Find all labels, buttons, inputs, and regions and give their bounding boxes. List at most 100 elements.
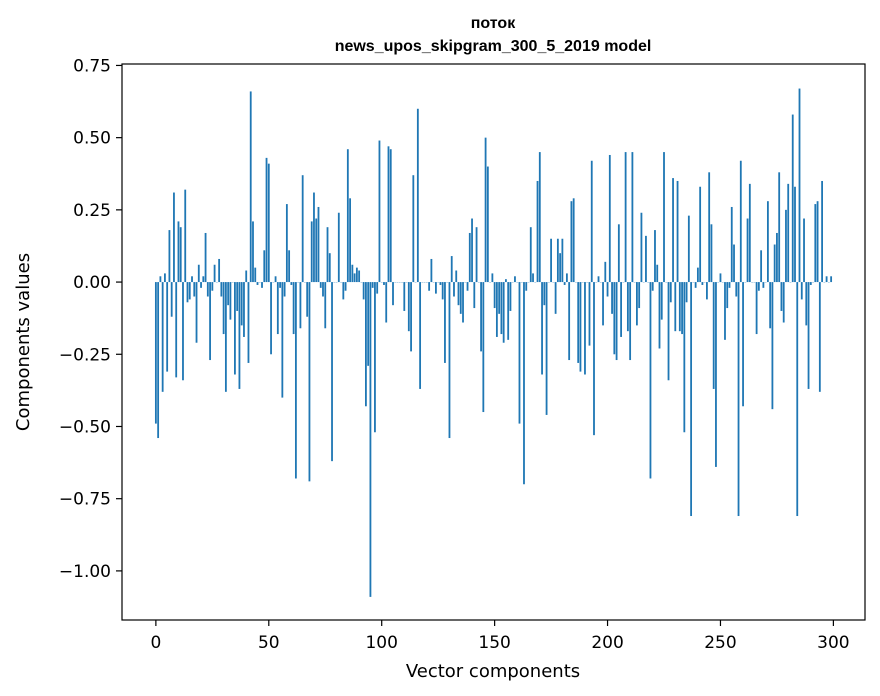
bar-221 bbox=[654, 230, 656, 283]
bar-193 bbox=[590, 160, 593, 283]
bar-102 bbox=[385, 282, 388, 323]
bar-133 bbox=[455, 270, 458, 283]
bar-272 bbox=[769, 282, 772, 329]
bar-43 bbox=[252, 221, 254, 283]
bar-236 bbox=[687, 215, 690, 283]
bar-180 bbox=[561, 238, 564, 283]
bar-9 bbox=[175, 282, 178, 378]
x-tick-label: 200 bbox=[591, 633, 623, 653]
bar-5 bbox=[166, 282, 169, 372]
bar-122 bbox=[430, 258, 433, 283]
bar-222 bbox=[656, 264, 659, 283]
bar-181 bbox=[563, 282, 566, 285]
bar-237 bbox=[690, 282, 693, 517]
bar-156 bbox=[507, 282, 510, 340]
bar-40 bbox=[245, 270, 248, 283]
y-tick-label: −1.00 bbox=[59, 562, 111, 582]
bar-152 bbox=[498, 282, 501, 314]
bar-11 bbox=[179, 227, 182, 283]
bar-18 bbox=[195, 282, 198, 343]
bar-206 bbox=[620, 282, 622, 337]
y-tick-label: 0.25 bbox=[73, 201, 111, 221]
x-tick-label: 100 bbox=[365, 633, 397, 653]
bar-267 bbox=[757, 282, 760, 291]
bar-190 bbox=[584, 282, 586, 375]
bar-114 bbox=[412, 175, 415, 283]
bar-230 bbox=[674, 282, 677, 332]
bar-157 bbox=[509, 282, 512, 311]
bar-214 bbox=[638, 282, 641, 309]
bar-26 bbox=[213, 264, 216, 283]
bar-286 bbox=[800, 282, 803, 300]
y-tick-label: −0.75 bbox=[59, 490, 111, 510]
bar-293 bbox=[816, 201, 819, 283]
bar-127 bbox=[441, 282, 444, 300]
bar-250 bbox=[719, 273, 722, 283]
x-tick-label: 50 bbox=[258, 633, 280, 653]
bar-159 bbox=[514, 276, 516, 283]
bar-128 bbox=[444, 282, 446, 363]
bar-25 bbox=[211, 282, 214, 291]
bar-275 bbox=[776, 232, 778, 283]
x-axis-ticks: 0 50 100 150 200 250 300 bbox=[150, 620, 850, 653]
bar-3 bbox=[161, 282, 164, 392]
chart-title-line1: поток bbox=[471, 15, 516, 32]
bar-50 bbox=[267, 163, 270, 283]
bar-42 bbox=[249, 91, 252, 283]
bar-16 bbox=[191, 276, 193, 283]
bar-154 bbox=[502, 282, 505, 343]
bar-38 bbox=[240, 282, 243, 326]
bar-192 bbox=[588, 282, 591, 346]
bar-93 bbox=[365, 282, 367, 407]
bar-71 bbox=[315, 218, 318, 283]
bar-188 bbox=[579, 282, 582, 372]
bar-279 bbox=[785, 209, 787, 283]
plot-frame bbox=[121, 63, 866, 621]
bar-20 bbox=[200, 282, 202, 288]
bar-255 bbox=[730, 206, 733, 283]
bar-194 bbox=[593, 282, 595, 436]
bar-85 bbox=[346, 149, 349, 283]
bar-112 bbox=[407, 282, 410, 332]
bar-99 bbox=[378, 140, 381, 283]
bar-19 bbox=[197, 264, 200, 283]
bar-44 bbox=[254, 267, 257, 283]
bar-274 bbox=[773, 244, 776, 283]
bar-234 bbox=[683, 282, 686, 433]
bar-268 bbox=[760, 250, 763, 283]
bar-252 bbox=[724, 282, 726, 340]
bar-287 bbox=[803, 218, 805, 283]
bar-175 bbox=[550, 238, 552, 283]
bar-172 bbox=[543, 282, 546, 306]
bar-209 bbox=[626, 282, 629, 332]
bar-81 bbox=[337, 212, 340, 283]
bar-134 bbox=[457, 282, 460, 306]
bar-126 bbox=[439, 282, 442, 285]
bar-13 bbox=[184, 189, 187, 283]
bar-289 bbox=[807, 282, 810, 389]
chart-title-line2: news_upos_skipgram_300_5_2019 model bbox=[335, 38, 652, 55]
bar-220 bbox=[651, 282, 654, 291]
bar-70 bbox=[313, 192, 315, 283]
bar-75 bbox=[324, 282, 327, 329]
y-tick-label: 0.75 bbox=[73, 56, 111, 76]
bar-299 bbox=[830, 276, 833, 283]
bar-1 bbox=[157, 282, 160, 439]
bar-170 bbox=[538, 152, 541, 283]
bar-283 bbox=[794, 186, 796, 283]
bar-269 bbox=[762, 282, 765, 288]
bar-228 bbox=[669, 282, 672, 303]
bar-224 bbox=[660, 282, 663, 320]
bar-284 bbox=[796, 282, 799, 517]
bar-211 bbox=[631, 152, 634, 283]
bar-149 bbox=[491, 273, 494, 283]
bar-86 bbox=[349, 198, 351, 283]
bar-140 bbox=[471, 218, 473, 283]
bar-278 bbox=[782, 282, 785, 323]
bar-96 bbox=[371, 282, 374, 288]
bar-173 bbox=[545, 282, 548, 415]
bar-240 bbox=[696, 267, 699, 283]
bar-56 bbox=[281, 282, 284, 398]
bar-200 bbox=[606, 282, 609, 297]
